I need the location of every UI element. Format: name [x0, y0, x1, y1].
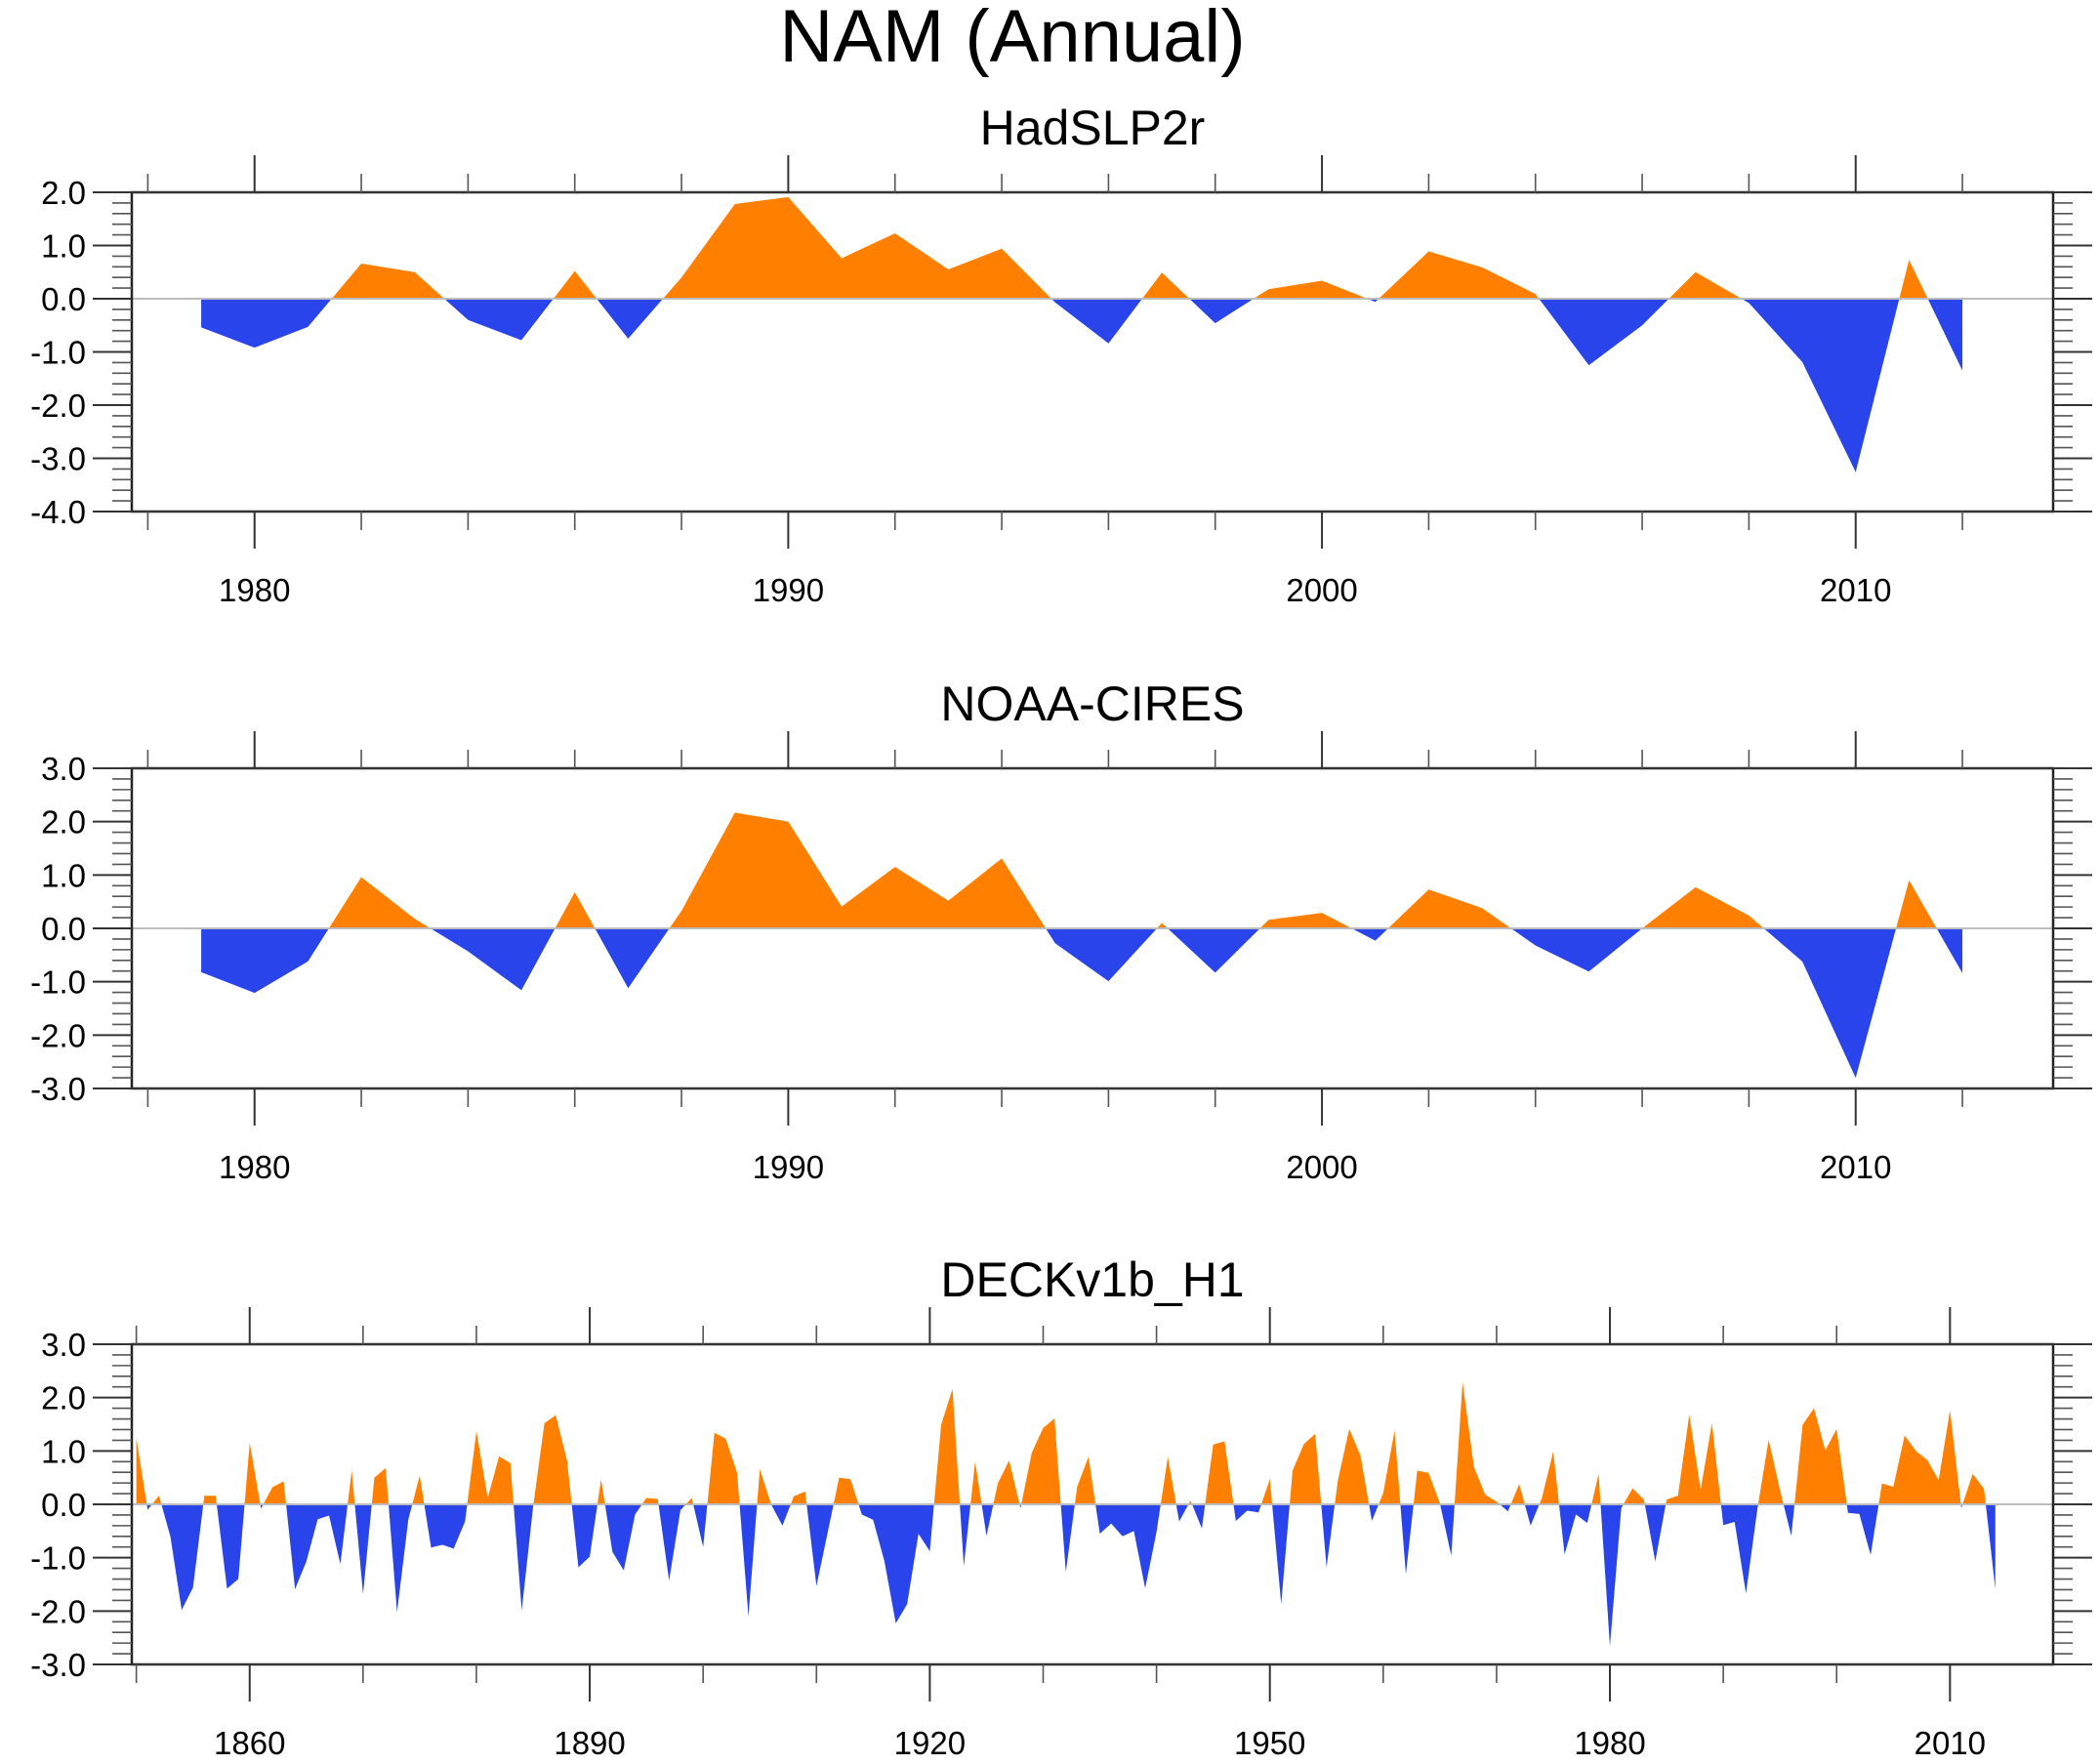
figure-title: NAM (Annual)	[779, 0, 1245, 78]
y-tick-label: -1.0	[30, 335, 86, 371]
panel-title: HadSLP2r	[980, 101, 1206, 155]
y-tick-label: -2.0	[30, 1593, 86, 1629]
y-tick-label: 0.0	[41, 911, 86, 947]
y-tick-label: -1.0	[30, 1540, 86, 1577]
y-tick-label: 2.0	[41, 175, 86, 211]
x-tick-label: 2000	[1286, 572, 1357, 608]
positive-area	[201, 812, 1963, 928]
y-tick-label: -3.0	[30, 1647, 86, 1683]
y-tick-label: 2.0	[41, 804, 86, 841]
x-tick-label: 2000	[1286, 1149, 1357, 1185]
y-tick-label: 0.0	[41, 281, 86, 317]
y-tick-label: 0.0	[41, 1487, 86, 1523]
positive-area	[136, 1381, 1996, 1504]
y-tick-label: 3.0	[41, 751, 86, 787]
x-tick-label: 2010	[1820, 572, 1891, 608]
x-tick-label: 1980	[219, 1149, 290, 1185]
x-tick-label: 1950	[1234, 1725, 1305, 1761]
y-tick-label: -2.0	[30, 388, 86, 424]
panel-title: NOAA-CIRES	[940, 677, 1244, 731]
negative-area	[136, 1504, 1996, 1647]
y-tick-label: 3.0	[41, 1327, 86, 1363]
x-tick-label: 1860	[214, 1725, 285, 1761]
plot-area: 2.0 1.0 0.0 -1.0 -2.0 -3.0 -4.0 1980 1990 2000 201…	[30, 155, 2092, 608]
negative-area	[201, 299, 1963, 472]
x-tick-label: 1920	[894, 1725, 966, 1761]
y-tick-label: -3.0	[30, 441, 86, 477]
positive-area	[201, 196, 1963, 299]
panel-noaa-cires: NOAA-CIRES 3.0 2.0 1.0 0.0 -1.0 -2.0 -3.0 1980 1…	[30, 677, 2092, 1185]
y-tick-label: 1.0	[41, 1433, 86, 1469]
panel-title: DECKv1b_H1	[940, 1252, 1244, 1307]
x-tick-label: 1990	[753, 1149, 824, 1185]
plot-area: 3.0 2.0 1.0 0.0 -1.0 -2.0 -3.0 1860 1890 1920 1950…	[30, 1307, 2092, 1761]
x-tick-label: 2010	[1915, 1725, 1986, 1761]
x-tick-label: 2010	[1820, 1149, 1891, 1185]
y-tick-label: 2.0	[41, 1380, 86, 1416]
y-tick-label: -1.0	[30, 964, 86, 1001]
plot-area: 3.0 2.0 1.0 0.0 -1.0 -2.0 -3.0 1980 1990 2000 2010	[30, 731, 2092, 1185]
panel-deckv1b-h1: DECKv1b_H1 3.0 2.0 1.0 0.0 -1.0 -2.0 -3.0 1860 1…	[30, 1252, 2092, 1761]
y-tick-label: -4.0	[30, 494, 86, 530]
y-tick-label: -2.0	[30, 1017, 86, 1053]
x-tick-label: 1980	[1574, 1725, 1645, 1761]
x-tick-label: 1980	[219, 572, 290, 608]
y-tick-label: 1.0	[41, 857, 86, 893]
x-tick-label: 1990	[753, 572, 824, 608]
y-tick-label: 1.0	[41, 228, 86, 265]
negative-area	[201, 928, 1963, 1079]
panel-hadslp2r: HadSLP2r 2.0 1.0 0.0 -1.0 -2.0 -3.0 -4.0 1980 19…	[30, 101, 2092, 608]
plot-frame	[130, 190, 2055, 513]
x-tick-label: 1890	[554, 1725, 625, 1761]
y-tick-label: -3.0	[30, 1071, 86, 1107]
